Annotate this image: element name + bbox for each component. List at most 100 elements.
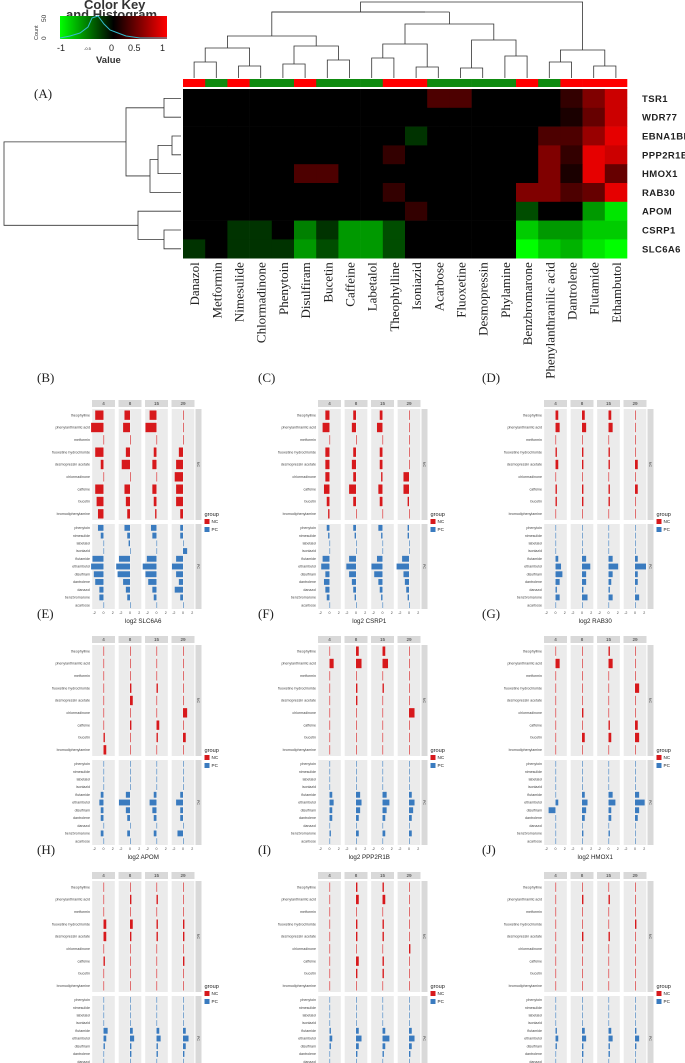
drug-label-pc: dantrolene — [299, 816, 316, 820]
dendrograms — [3, 1, 617, 250]
heatmap-cell — [271, 126, 295, 146]
facet-strip-label: 29 — [406, 401, 412, 406]
drug-label-pc: isoniazid — [302, 785, 316, 789]
panel-label: (C) — [258, 370, 275, 385]
drug-label-nc: desmopressin acetate — [507, 463, 542, 467]
bar-nc — [155, 509, 157, 519]
drug-label-nc: caffeine — [303, 723, 316, 727]
bar-pc — [183, 1012, 184, 1019]
bar-pc — [555, 540, 557, 547]
facet-strip — [397, 636, 421, 643]
drug-label-pc: ethambutol — [524, 801, 542, 805]
legend-label-pc: PC — [664, 527, 671, 532]
bar-pc — [635, 799, 645, 806]
axis-tick: 0 — [182, 847, 184, 851]
bar-nc — [555, 907, 557, 917]
row-strip-pc — [421, 996, 428, 1063]
drug-label-nc: theophylline — [297, 885, 316, 889]
axis-tick: 2 — [338, 611, 340, 615]
bar-pc — [582, 1058, 583, 1063]
bar-pc — [582, 768, 583, 775]
drug-label-nc: desmopressin acetate — [281, 699, 316, 703]
legend-swatch-nc — [204, 519, 210, 524]
bar-pc — [382, 760, 384, 767]
bar-pc — [555, 1043, 557, 1050]
legend-title: group — [657, 748, 671, 754]
bar-pc — [635, 1012, 636, 1019]
bar-nc — [407, 496, 409, 507]
bar-pc — [130, 760, 131, 767]
drug-label-pc: dantrolene — [525, 580, 542, 584]
row-strip-nc — [647, 409, 654, 520]
bar-nc — [555, 435, 557, 445]
row-strip-pc — [647, 996, 654, 1063]
heatmap-cell — [382, 220, 406, 240]
heatmap-cell — [493, 107, 517, 127]
bar-nc — [156, 683, 158, 693]
bar-nc — [608, 683, 610, 693]
drug-label-pc: ethambutol — [298, 565, 316, 569]
drug-label-pc: nimesulide — [73, 1006, 90, 1010]
bar-nc — [555, 422, 560, 433]
bar-nc — [183, 944, 184, 954]
column-group-bar-nimesulide — [227, 79, 250, 87]
drug-label-pc: danazol — [303, 824, 316, 828]
bar-pc — [608, 1043, 610, 1050]
bar-nc — [555, 882, 557, 892]
bar-pc — [329, 1051, 331, 1057]
drug-label-pc: nimesulide — [73, 534, 90, 538]
heatmap-cell — [405, 183, 428, 203]
drug-label-nc: theophylline — [523, 413, 542, 417]
bar-pc — [555, 838, 557, 845]
bar-nc — [635, 745, 636, 755]
facet-strip — [597, 872, 620, 879]
heatmap-cell — [405, 239, 428, 259]
dendro-left-link — [157, 144, 181, 175]
bar-nc — [353, 447, 356, 457]
bar-nc — [130, 708, 131, 718]
drug-label-pc: danazol — [529, 824, 542, 828]
bar-nc — [95, 484, 104, 494]
heatmap-cell — [471, 145, 495, 165]
row-strip-pc — [195, 760, 202, 845]
bar-pc — [150, 524, 157, 531]
heatmap-cell — [183, 107, 206, 127]
heatmap-cell — [205, 239, 228, 259]
heatmap-cell — [405, 107, 428, 127]
bar-nc — [121, 459, 130, 470]
bar-nc — [582, 695, 583, 706]
bar-nc — [608, 981, 610, 991]
column-label-benzbromarone: Benzbromarone — [520, 262, 535, 345]
bar-pc — [635, 768, 636, 775]
heatmap-cell — [382, 239, 406, 259]
column-label-dantrolene: Dantrolene — [565, 262, 580, 320]
bar-pc — [178, 579, 183, 585]
bar-nc — [582, 956, 583, 966]
axis-tick: 0 — [608, 611, 610, 615]
drug-label-nc: theophylline — [523, 649, 542, 653]
heatmap-cell — [294, 89, 317, 109]
bar-pc — [322, 555, 330, 562]
bar-nc — [183, 422, 184, 433]
bar-nc — [382, 944, 384, 954]
bar-nc — [378, 484, 383, 494]
bar-pc — [382, 830, 386, 837]
x-axis-label: log2 HMOX1 — [578, 854, 614, 861]
bar-pc — [608, 555, 613, 562]
bar-pc — [409, 799, 415, 806]
axis-tick: 0 — [608, 847, 610, 851]
facet-strip-label: 4 — [102, 637, 105, 642]
bar-panel-ppp2r1b: (F) theophylline phenylanthranilic acid met… — [258, 606, 445, 861]
bar-pc — [407, 524, 409, 531]
bar-nc — [582, 671, 583, 681]
bar-pc — [127, 532, 130, 539]
bar-nc — [382, 708, 384, 718]
legend-label-nc: NC — [664, 519, 671, 524]
axis-tick: 0 — [408, 611, 410, 615]
facet-strip-label: 8 — [355, 637, 358, 642]
column-group-bar-desmopressin — [471, 79, 495, 87]
bar-pc — [582, 1012, 583, 1019]
panel-label: (G) — [482, 606, 500, 621]
bar-nc — [555, 658, 560, 669]
bar-nc — [608, 658, 613, 669]
